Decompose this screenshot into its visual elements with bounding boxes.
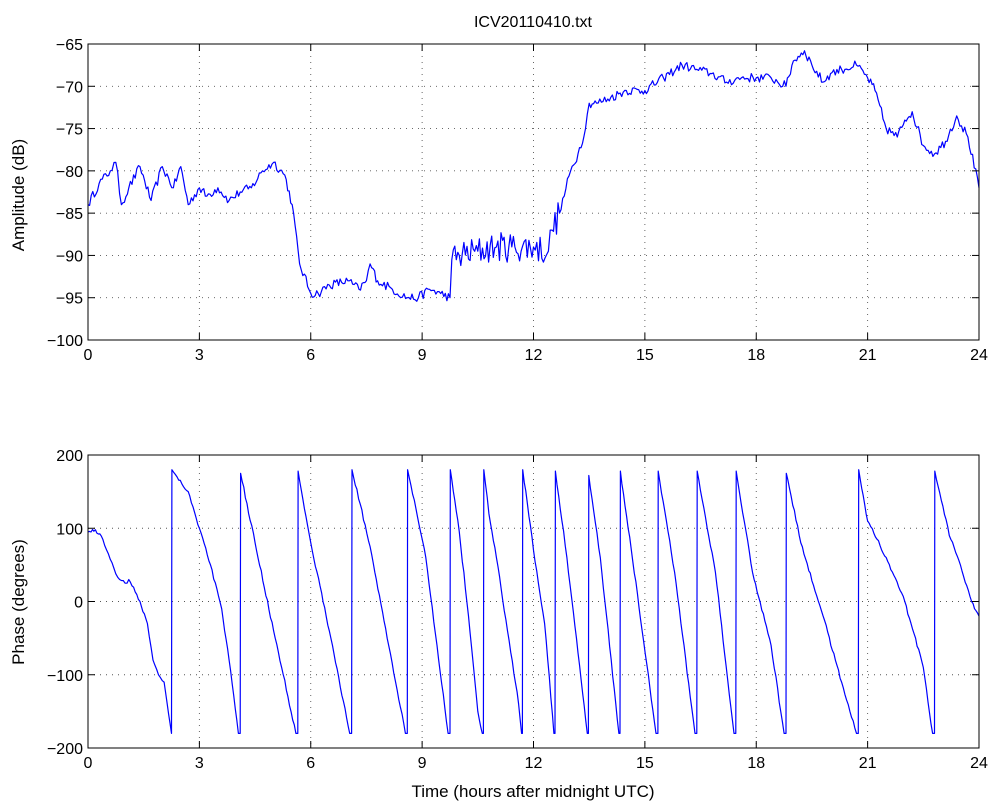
y-tick-label: 0 <box>74 595 83 612</box>
y-tick-label: −65 <box>56 37 83 54</box>
figure-title: ICV20110410.txt <box>474 14 593 31</box>
data-trace <box>87 50 980 302</box>
y-tick-label: 100 <box>56 521 83 538</box>
x-tick-label: 18 <box>747 755 765 772</box>
x-tick-label: 15 <box>636 755 654 772</box>
phase-xlabel: Time (hours after midnight UTC) <box>411 782 654 801</box>
x-tick-label: 9 <box>418 347 427 364</box>
y-tick-label: −95 <box>56 291 83 308</box>
y-tick-label: −90 <box>56 248 83 265</box>
x-tick-label: 3 <box>195 347 204 364</box>
x-tick-label: 21 <box>859 347 877 364</box>
phase-plot: 0 3 6 9 12 15 18 21 24 −200 −100 0 100 200 <box>47 448 988 772</box>
y-tick-label: −200 <box>47 741 83 758</box>
amplitude-ylabel: Amplitude (dB) <box>9 139 28 251</box>
x-tick-label: 0 <box>84 755 93 772</box>
x-tick-label: 21 <box>859 755 877 772</box>
y-tick-label: −70 <box>56 79 83 96</box>
x-tick-label: 24 <box>970 755 988 772</box>
y-tick-label: −80 <box>56 164 83 181</box>
x-tick-label: 24 <box>970 347 988 364</box>
x-tick-label: 18 <box>747 347 765 364</box>
x-tick-label: 6 <box>306 755 315 772</box>
amplitude-plot: 0 3 6 9 12 15 18 21 24 −100 −95 −90 −85 −80 −75 −70 −65 <box>47 37 988 364</box>
gridlines <box>88 455 979 748</box>
y-tick-label: −85 <box>56 206 83 223</box>
x-tick-label: 0 <box>84 347 93 364</box>
y-tick-label: −100 <box>47 333 83 350</box>
y-tick-label: 200 <box>56 448 83 465</box>
data-trace <box>87 469 980 734</box>
x-tick-label: 15 <box>636 347 654 364</box>
x-tick-label: 12 <box>525 755 543 772</box>
y-tick-label: −75 <box>56 122 83 139</box>
x-tick-label: 12 <box>525 347 543 364</box>
x-tick-label: 3 <box>195 755 204 772</box>
x-tick-label: 9 <box>418 755 427 772</box>
plot-area <box>88 455 979 748</box>
gridlines <box>88 44 979 340</box>
y-tick-label: −100 <box>47 668 83 685</box>
phase-ylabel: Phase (degrees) <box>9 539 28 665</box>
x-tick-label: 6 <box>306 347 315 364</box>
